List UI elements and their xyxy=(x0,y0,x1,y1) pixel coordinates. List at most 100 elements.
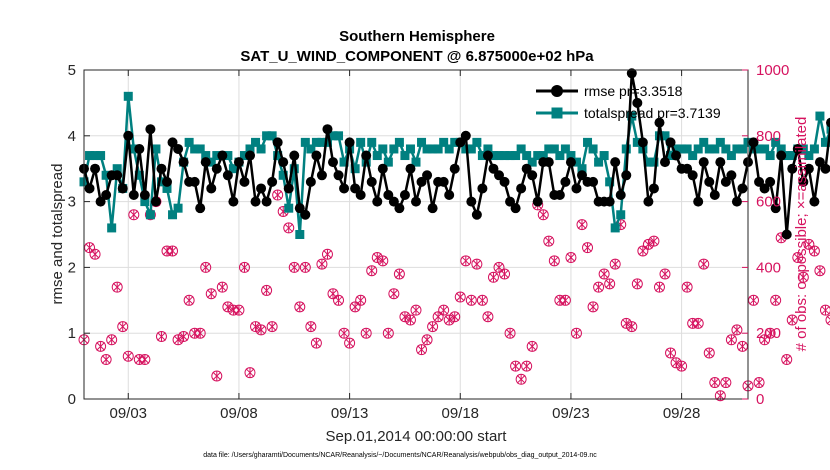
spread-point xyxy=(599,151,609,161)
rmse-point xyxy=(798,176,809,187)
spread-point xyxy=(306,144,316,154)
y-axis-left-ticks: 0 1 2 3 4 5 xyxy=(68,62,90,408)
rmse-point xyxy=(150,196,161,207)
obs-assimilated-point xyxy=(511,361,520,372)
spread-point xyxy=(466,144,476,154)
rmse-point xyxy=(267,176,278,187)
rmse-point xyxy=(294,203,305,214)
obs-possible-point xyxy=(825,314,830,326)
rmse-point xyxy=(405,163,416,174)
spread-point xyxy=(677,144,687,154)
spread-point xyxy=(710,144,720,154)
obs-assimilated-point xyxy=(478,295,487,306)
rmse-point xyxy=(189,176,200,187)
spread-point xyxy=(649,157,659,167)
obs-assimilated-point xyxy=(649,236,659,247)
rmse-point xyxy=(637,137,648,148)
spread-point xyxy=(267,131,277,141)
obs-assimilated-point xyxy=(195,328,205,339)
rmse-point xyxy=(278,157,289,168)
spread-point xyxy=(477,151,487,161)
y-left-tick-label-3: 3 xyxy=(68,194,76,211)
obs-assimilated-point xyxy=(505,328,515,339)
spread-point xyxy=(389,144,399,154)
obs-assimilated-point xyxy=(339,328,349,339)
spread-point xyxy=(184,137,194,147)
y-axis-right-label: # of obs: o=possible; ×=assimilated xyxy=(793,117,810,352)
rmse-point xyxy=(765,176,776,187)
spread-point xyxy=(726,151,736,161)
spread-point xyxy=(417,137,427,147)
obs-assimilated-point xyxy=(256,324,266,335)
spread-point xyxy=(223,151,233,161)
spread-point xyxy=(96,151,106,161)
spread-point xyxy=(85,151,95,161)
spread-point xyxy=(206,157,216,167)
spread-point xyxy=(201,151,211,161)
rmse-point xyxy=(361,150,372,161)
spread-point xyxy=(383,157,393,167)
rmse-point xyxy=(422,170,433,181)
obs-assimilated-point xyxy=(395,268,404,279)
obs-assimilated-point xyxy=(538,209,548,220)
spread-point xyxy=(256,144,266,154)
y-right-tick-label-1: 200 xyxy=(756,325,781,342)
obs-assimilated-point xyxy=(450,311,460,322)
obs-assimilated-point xyxy=(85,242,94,253)
rmse-point xyxy=(682,163,693,174)
rmse-point xyxy=(438,176,449,187)
rmse-point xyxy=(615,190,626,201)
obs-assimilated-point xyxy=(677,361,686,372)
spread-point xyxy=(500,151,510,161)
rmse-point xyxy=(250,196,261,207)
spread-point xyxy=(566,151,576,161)
obs-assimilated-point xyxy=(383,328,393,339)
rmse-point xyxy=(820,163,830,174)
obs-assimilated-point xyxy=(682,282,692,293)
obs-assimilated-point xyxy=(389,288,399,299)
obs-assimilated-point xyxy=(201,262,211,273)
rmse-point xyxy=(543,157,554,168)
obs-assimilated-point xyxy=(732,324,742,335)
rmse-point xyxy=(731,196,742,207)
rmse-point xyxy=(156,163,167,174)
obs-assimilated-point xyxy=(704,347,714,358)
spread-point xyxy=(555,151,565,161)
obs-assimilated-point xyxy=(118,321,128,332)
obs-assimilated-point xyxy=(605,278,615,289)
rmse-point xyxy=(366,176,377,187)
rmse-point xyxy=(134,143,145,154)
legend-spread-label: totalspread pr=3.7139 xyxy=(584,105,721,121)
rmse-point xyxy=(643,196,654,207)
obs-assimilated-point xyxy=(821,305,830,316)
x-axis-ticks: 09/03 09/08 09/13 09/18 09/23 09/28 xyxy=(109,70,700,422)
legend-spread-marker xyxy=(551,107,563,119)
rmse-point xyxy=(671,150,682,161)
spread-point xyxy=(715,137,725,147)
obs-assimilated-point xyxy=(699,259,709,270)
rmse-point xyxy=(715,157,726,168)
rmse-point xyxy=(610,157,621,168)
rmse-point xyxy=(388,196,399,207)
rmse-point xyxy=(305,176,316,187)
obs-assimilated-point xyxy=(782,354,792,365)
obs-assimilated-point xyxy=(123,351,133,362)
spread-point xyxy=(820,137,830,147)
spread-point xyxy=(444,144,454,154)
rmse-point xyxy=(145,124,156,135)
obs-assimilated-point xyxy=(367,265,377,276)
spread-point xyxy=(129,144,139,154)
spread-point xyxy=(732,144,742,154)
rmse-point xyxy=(720,176,731,187)
rmse-point xyxy=(333,170,344,181)
spread-point xyxy=(317,137,327,147)
obs-assimilated-point xyxy=(234,305,244,316)
obs-assimilated-point xyxy=(627,321,637,332)
rmse-point xyxy=(532,196,543,207)
rmse-point xyxy=(660,157,670,168)
spread-point xyxy=(483,144,493,154)
rmse-point xyxy=(510,203,521,214)
spread-point xyxy=(494,151,504,161)
spread-point xyxy=(760,144,770,154)
obs-assimilated-point xyxy=(112,282,122,293)
